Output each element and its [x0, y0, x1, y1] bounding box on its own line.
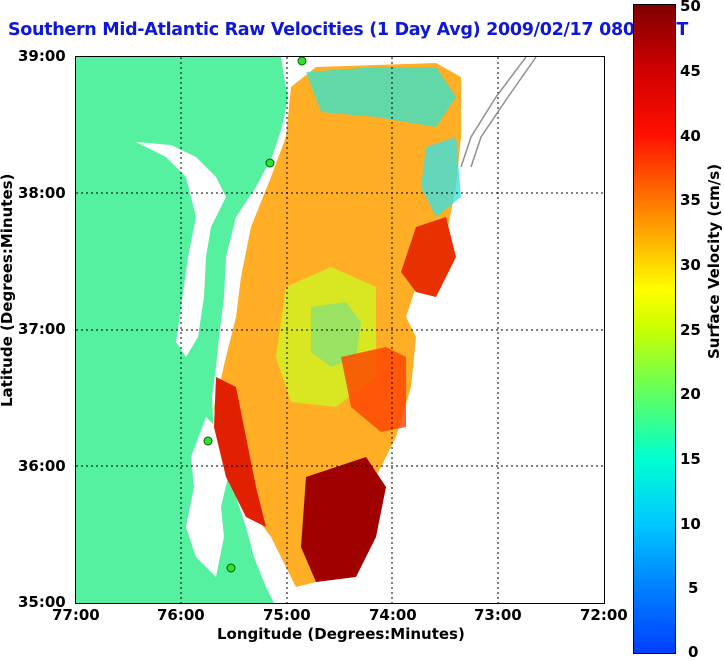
cbar-tick-35: 35 — [680, 191, 701, 209]
cbar-tick-25: 25 — [680, 321, 701, 339]
map-title: Southern Mid-Atlantic Raw Velocities (1 … — [8, 20, 688, 40]
cbar-tick-20: 20 — [680, 385, 701, 403]
velocity-high-west — [214, 377, 266, 527]
xtick-72: 72:00 — [580, 606, 628, 624]
cbar-tick-45: 45 — [680, 62, 701, 80]
ytick-38: 38:00 — [18, 184, 66, 202]
bathymetry-contours — [460, 57, 537, 168]
xtick-73: 73:00 — [474, 606, 522, 624]
cbar-tick-50: 50 — [680, 0, 701, 15]
cbar-tick-5: 5 — [688, 579, 699, 597]
velocity-high-east — [401, 217, 456, 297]
velocity-low-ne — [421, 137, 461, 217]
map-plot-area — [75, 56, 605, 604]
xtick-75: 75:00 — [263, 606, 311, 624]
velocity-low-north — [306, 67, 456, 127]
velocity-red-patch — [341, 347, 406, 432]
cbar-tick-0: 0 — [688, 643, 699, 661]
ytick-36: 36:00 — [18, 457, 66, 475]
velocity-high-south — [301, 457, 386, 582]
x-axis-label: Longitude (Degrees:Minutes) — [217, 625, 465, 643]
xtick-77: 77:00 — [52, 606, 100, 624]
ytick-39: 39:00 — [18, 47, 66, 65]
radar-stations — [203, 57, 307, 573]
y-axis-label: Latitude (Degrees:Minutes) — [0, 173, 16, 407]
colorbar-label: Surface Velocity (cm/s) — [705, 163, 723, 359]
sound-water — [186, 417, 228, 577]
cbar-tick-15: 15 — [680, 450, 701, 468]
xtick-76: 76:00 — [157, 606, 205, 624]
map-canvas — [76, 57, 604, 603]
xtick-74: 74:00 — [369, 606, 417, 624]
bay-water — [136, 142, 226, 357]
grid-lines — [76, 57, 604, 603]
ytick-37: 37:00 — [18, 320, 66, 338]
cbar-tick-30: 30 — [680, 256, 701, 274]
colorbar — [633, 4, 676, 654]
cbar-tick-40: 40 — [680, 127, 701, 145]
ytick-35: 35:00 — [18, 593, 66, 611]
cbar-tick-10: 10 — [680, 515, 701, 533]
